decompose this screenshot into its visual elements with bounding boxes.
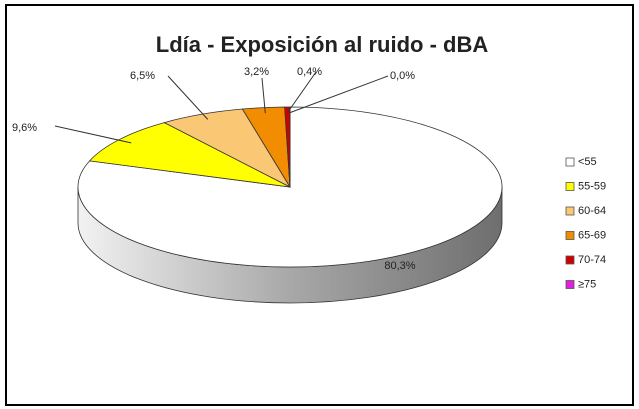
legend-swatch	[565, 280, 575, 289]
data-label: 0,4%	[297, 66, 322, 78]
data-label: 0,0%	[390, 70, 415, 82]
legend-swatch	[565, 182, 575, 191]
legend-label: 55-59	[578, 180, 606, 192]
legend-label: 60-64	[578, 205, 606, 217]
leader-line	[287, 71, 317, 113]
legend-swatch	[565, 206, 575, 216]
leader-line	[54, 125, 132, 144]
leader-line	[261, 77, 266, 114]
data-label: 80,3%	[384, 260, 415, 272]
legend-swatch	[565, 231, 575, 240]
leader-line	[289, 75, 389, 114]
legend-label: ≥75	[578, 278, 596, 290]
leader-line	[167, 75, 209, 120]
legend-label: 70-74	[578, 254, 606, 266]
slice	[77, 106, 503, 268]
data-label: 3,2%	[244, 66, 269, 78]
legend-label: 65-69	[578, 229, 606, 241]
chart-title: Ldía - Exposición al ruido - dBA	[156, 32, 489, 57]
data-label: 6,5%	[130, 70, 155, 82]
legend-label: <55	[578, 156, 597, 168]
legend-swatch	[565, 157, 575, 167]
legend-swatch	[565, 255, 575, 265]
data-label: 9,6%	[12, 122, 37, 134]
slice	[88, 122, 291, 188]
